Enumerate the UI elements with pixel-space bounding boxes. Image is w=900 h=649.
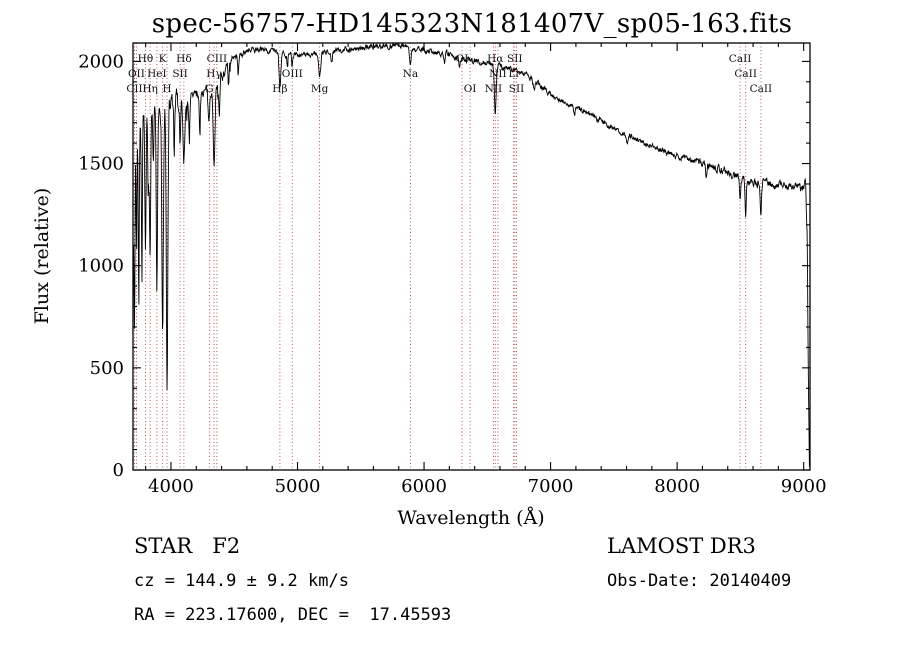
marker-label-Hα: Hα xyxy=(487,53,503,65)
obs-date-label: Obs-Date: 20140409 xyxy=(607,571,792,591)
marker-label-Hδ: Hδ xyxy=(176,53,191,65)
y-tick-label: 2000 xyxy=(78,51,124,72)
x-axis-label: Wavelength (Å) xyxy=(397,507,545,529)
object-class-label: STAR F2 xyxy=(134,534,241,558)
y-tick-label: 1500 xyxy=(78,154,124,175)
y-axis-label: Flux (relative) xyxy=(31,187,53,325)
x-tick-label: 4000 xyxy=(148,476,194,497)
marker-label-CIII: CIII xyxy=(207,53,227,65)
y-tick-label: 1000 xyxy=(78,256,124,277)
marker-label-G: G xyxy=(205,83,213,95)
marker-label-CaII: CaII xyxy=(734,68,757,80)
survey-label: LAMOST DR3 xyxy=(607,534,756,558)
marker-label-Na: Na xyxy=(403,68,418,80)
spectrum-trace xyxy=(133,43,810,467)
radial-velocity-label: cz = 144.9 ± 9.2 km/s xyxy=(134,571,349,591)
marker-label-OIII: OIII xyxy=(282,68,303,80)
marker-label-OI: OI xyxy=(456,53,469,65)
marker-label-Hθ: Hθ xyxy=(138,53,153,65)
x-tick-label: 8000 xyxy=(654,476,700,497)
marker-label-SII: SII xyxy=(172,68,188,80)
marker-label-NII: NII xyxy=(489,68,506,80)
marker-label-CaII: CaII xyxy=(729,53,752,65)
x-tick-label: 7000 xyxy=(528,476,574,497)
marker-label-H: H xyxy=(162,83,171,95)
marker-label-K: K xyxy=(159,53,167,65)
marker-label-HeI: HeI xyxy=(147,68,167,80)
x-tick-label: 9000 xyxy=(781,476,827,497)
y-tick-label: 500 xyxy=(90,358,124,379)
marker-label-Hβ: Hβ xyxy=(272,83,287,95)
marker-label-Hη: Hη xyxy=(142,83,157,95)
marker-label-Hγ: Hγ xyxy=(206,68,221,80)
marker-label-SII: SII xyxy=(507,53,523,65)
x-tick-label: 5000 xyxy=(275,476,321,497)
marker-label-CII: CII xyxy=(126,83,142,95)
y-tick-label: 0 xyxy=(113,460,124,481)
plot-title: spec-56757-HD145323N181407V_sp05-163.fit… xyxy=(151,9,793,39)
axes-frame xyxy=(132,42,811,471)
marker-label-CaII: CaII xyxy=(750,83,773,95)
marker-label-NII: NII xyxy=(485,83,502,95)
marker-label-OI: OI xyxy=(464,83,477,95)
ra-dec-label: RA = 223.17600, DEC = 17.45593 xyxy=(134,605,452,625)
marker-label-Li: Li xyxy=(508,68,519,80)
marker-label-Mg: Mg xyxy=(311,83,329,95)
marker-label-SII: SII xyxy=(509,83,525,95)
x-tick-label: 6000 xyxy=(401,476,447,497)
marker-label-OII: OII xyxy=(128,68,145,80)
